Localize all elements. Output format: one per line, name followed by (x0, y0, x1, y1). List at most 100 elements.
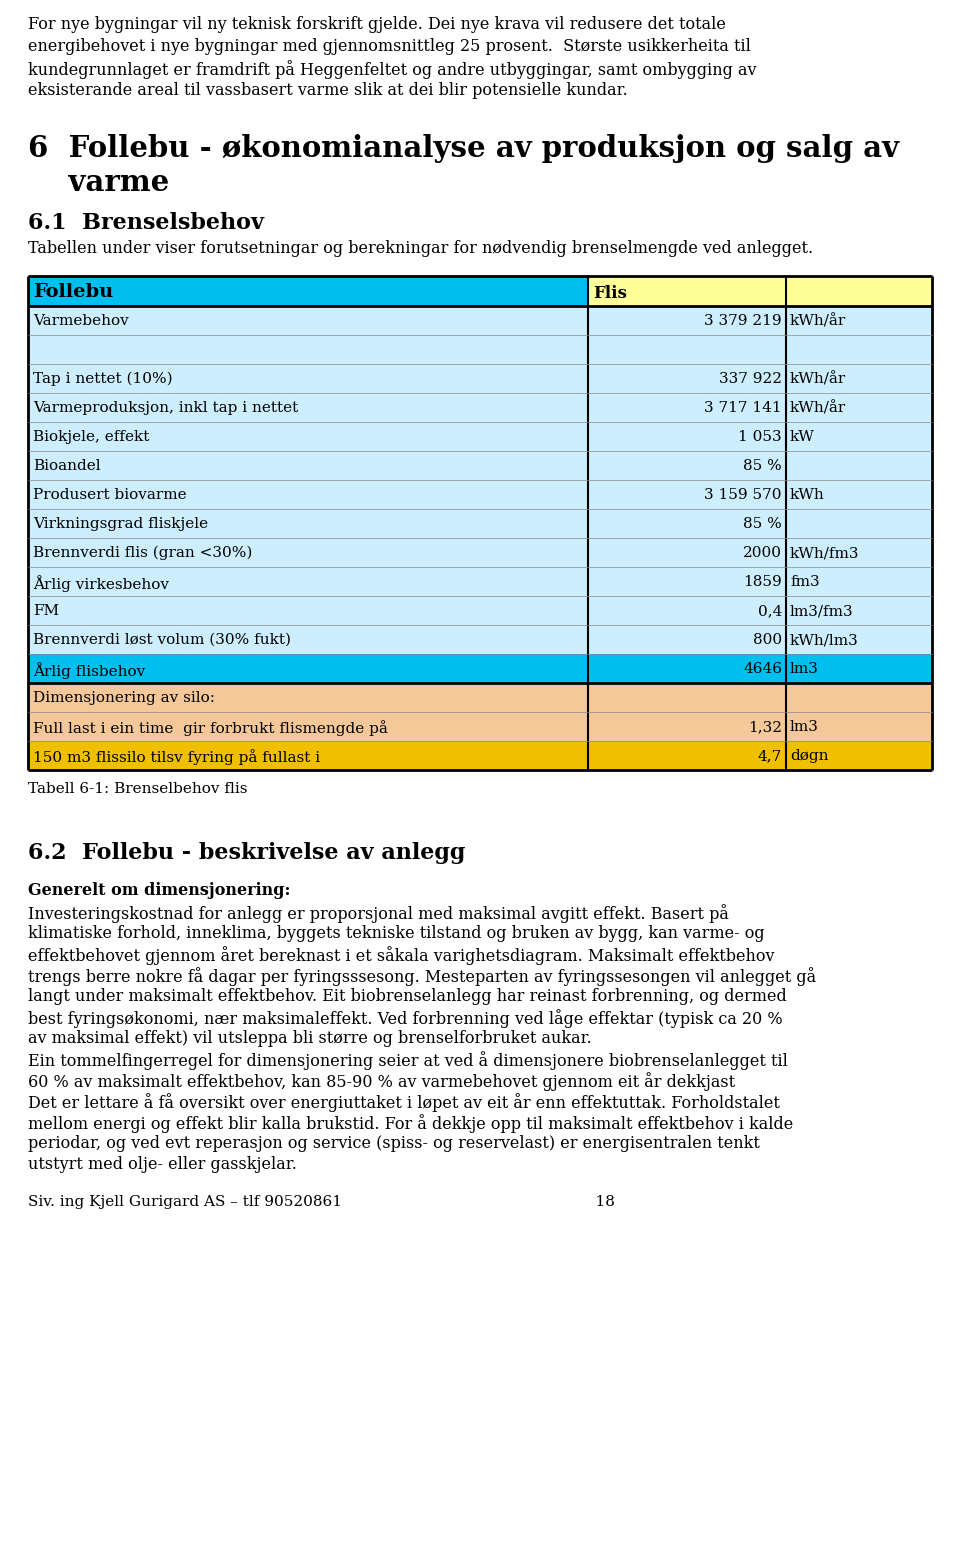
Text: døgn: døgn (790, 750, 828, 764)
Text: Brennverdi flis (gran <30%): Brennverdi flis (gran <30%) (33, 545, 252, 561)
Bar (28, 624, 588, 654)
Text: 150 m3 flissilo tilsv fyring på fullast i: 150 m3 flissilo tilsv fyring på fullast … (33, 750, 320, 765)
Bar (588, 307, 786, 335)
Text: Siv. ing Kjell Gurigard AS – tlf 90520861                                       : Siv. ing Kjell Gurigard AS – tlf 9052086… (28, 1194, 614, 1210)
Bar (786, 451, 932, 480)
Bar (588, 421, 786, 451)
Text: lm3/fm3: lm3/fm3 (790, 604, 853, 618)
Text: 6.1  Brenselsbehov: 6.1 Brenselsbehov (28, 212, 264, 234)
Text: langt under maksimalt effektbehov. Eit biobrenselanlegg har reinast forbrenning,: langt under maksimalt effektbehov. Eit b… (28, 988, 787, 1005)
Bar (28, 480, 588, 510)
Bar (588, 480, 786, 510)
Text: eksisterande areal til vassbasert varme slik at dei blir potensielle kundar.: eksisterande areal til vassbasert varme … (28, 82, 628, 99)
Text: 3 717 141: 3 717 141 (705, 401, 782, 415)
Bar (588, 596, 786, 624)
Text: Investeringskostnad for anlegg er proporsjonal med maksimal avgitt effekt. Baser: Investeringskostnad for anlegg er propor… (28, 905, 729, 923)
Bar (786, 713, 932, 740)
Bar (588, 276, 932, 307)
Bar (28, 421, 588, 451)
Text: Tabellen under viser forutsetningar og berekningar for nødvendig brenselmengde v: Tabellen under viser forutsetningar og b… (28, 240, 813, 257)
Text: trengs berre nokre få dagar per fyringsssesong. Mesteparten av fyringssesongen v: trengs berre nokre få dagar per fyringss… (28, 967, 816, 985)
Text: mellom energi og effekt blir kalla brukstid. For å dekkje opp til maksimalt effe: mellom energi og effekt blir kalla bruks… (28, 1114, 793, 1132)
Text: Årlig flisbehov: Årlig flisbehov (33, 661, 145, 678)
Bar (28, 307, 588, 335)
Text: Tap i nettet (10%): Tap i nettet (10%) (33, 372, 173, 386)
Text: 6.2  Follebu - beskrivelse av anlegg: 6.2 Follebu - beskrivelse av anlegg (28, 843, 466, 864)
Bar (28, 510, 588, 538)
Text: FM: FM (33, 604, 60, 618)
Text: kWh/fm3: kWh/fm3 (790, 545, 859, 561)
Bar (28, 451, 588, 480)
Bar (588, 683, 786, 713)
Text: 800: 800 (753, 634, 782, 647)
Text: kWh/lm3: kWh/lm3 (790, 634, 859, 647)
Text: Follebu: Follebu (33, 283, 113, 301)
Bar (588, 624, 786, 654)
Bar (588, 451, 786, 480)
Bar (786, 421, 932, 451)
Text: klimatiske forhold, inneklima, byggets tekniske tilstand og bruken av bygg, kan : klimatiske forhold, inneklima, byggets t… (28, 925, 764, 942)
Bar (28, 713, 588, 740)
Bar (786, 683, 932, 713)
Bar (588, 713, 786, 740)
Bar (28, 364, 588, 393)
Text: fm3: fm3 (790, 575, 820, 589)
Text: energibehovet i nye bygningar med gjennomsnittleg 25 prosent.  Største usikkerhe: energibehovet i nye bygningar med gjenno… (28, 39, 751, 56)
Text: 2000: 2000 (743, 545, 782, 561)
Text: 6  Follebu - økonomianalyse av produksjon og salg av: 6 Follebu - økonomianalyse av produksjon… (28, 135, 899, 163)
Bar (786, 740, 932, 770)
Text: Biokjele, effekt: Biokjele, effekt (33, 431, 150, 445)
Bar (786, 335, 932, 364)
Text: 4,7: 4,7 (757, 750, 782, 764)
Text: Produsert biovarme: Produsert biovarme (33, 488, 186, 502)
Text: kW: kW (790, 431, 815, 445)
Text: kWh: kWh (790, 488, 825, 502)
Text: varme: varme (28, 167, 169, 197)
Bar (786, 480, 932, 510)
Bar (28, 393, 588, 421)
Bar (786, 364, 932, 393)
Text: 85 %: 85 % (743, 517, 782, 531)
Text: 1,32: 1,32 (748, 720, 782, 734)
Bar (786, 307, 932, 335)
Bar (28, 683, 588, 713)
Text: 60 % av maksimalt effektbehov, kan 85-90 % av varmebehovet gjennom eit år dekkja: 60 % av maksimalt effektbehov, kan 85-90… (28, 1072, 735, 1090)
Bar (28, 567, 588, 596)
Bar (28, 276, 588, 307)
Bar (588, 654, 786, 683)
Bar (786, 624, 932, 654)
Text: 337 922: 337 922 (719, 372, 782, 386)
Bar (786, 538, 932, 567)
Bar (28, 538, 588, 567)
Text: Det er lettare å få oversikt over energiuttaket i løpet av eit år enn effektutta: Det er lettare å få oversikt over energi… (28, 1094, 780, 1112)
Bar (786, 567, 932, 596)
Bar (28, 740, 588, 770)
Text: lm3: lm3 (790, 661, 819, 675)
Text: Flis: Flis (593, 285, 627, 302)
Text: Bioandel: Bioandel (33, 459, 101, 472)
Text: Virkningsgrad fliskjele: Virkningsgrad fliskjele (33, 517, 208, 531)
Text: utstyrt med olje- eller gasskjelar.: utstyrt med olje- eller gasskjelar. (28, 1156, 297, 1173)
Text: 1 053: 1 053 (738, 431, 782, 445)
Text: Dimensjonering av silo:: Dimensjonering av silo: (33, 691, 215, 705)
Bar (28, 654, 588, 683)
Text: For nye bygningar vil ny teknisk forskrift gjelde. Dei nye krava vil redusere de: For nye bygningar vil ny teknisk forskri… (28, 15, 726, 33)
Text: 0,4: 0,4 (757, 604, 782, 618)
Text: av maksimal effekt) vil utsleppa bli større og brenselforbruket aukar.: av maksimal effekt) vil utsleppa bli stø… (28, 1030, 591, 1047)
Text: Brennverdi løst volum (30% fukt): Brennverdi løst volum (30% fukt) (33, 634, 291, 647)
Bar (786, 654, 932, 683)
Bar (786, 510, 932, 538)
Text: 3 159 570: 3 159 570 (705, 488, 782, 502)
Bar (786, 596, 932, 624)
Text: Varmeproduksjon, inkl tap i nettet: Varmeproduksjon, inkl tap i nettet (33, 401, 299, 415)
Text: periodar, og ved evt reperasjon og service (spiss- og reservelast) er energisent: periodar, og ved evt reperasjon og servi… (28, 1135, 760, 1152)
Text: Årlig virkesbehov: Årlig virkesbehov (33, 575, 169, 592)
Bar (588, 393, 786, 421)
Bar (786, 393, 932, 421)
Bar (28, 596, 588, 624)
Text: Varmebehov: Varmebehov (33, 314, 129, 328)
Bar (588, 510, 786, 538)
Text: kWh/år: kWh/år (790, 401, 847, 415)
Bar (588, 567, 786, 596)
Text: 85 %: 85 % (743, 459, 782, 472)
